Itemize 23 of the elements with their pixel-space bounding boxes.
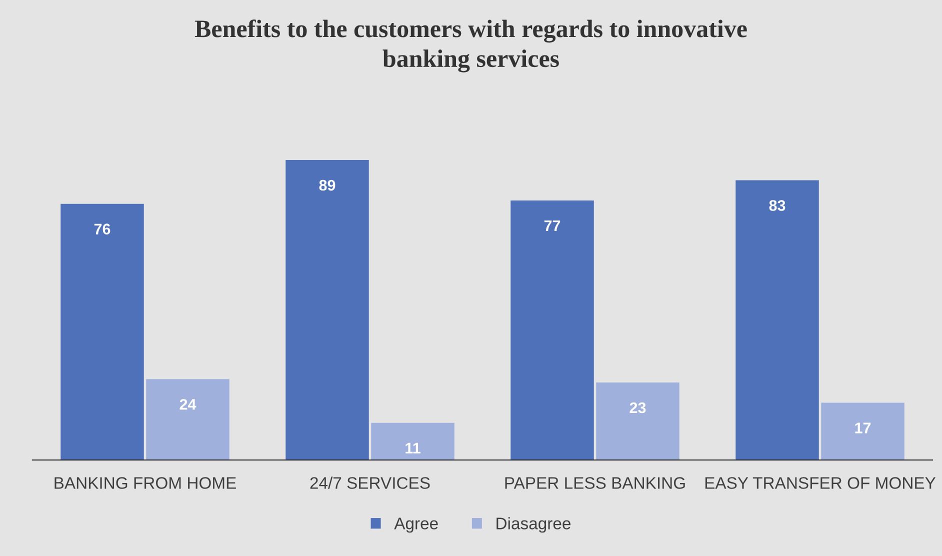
x-tick-label: 24/7 SERVICES bbox=[310, 476, 430, 489]
data-label: 83 bbox=[769, 200, 786, 211]
data-label: 17 bbox=[855, 422, 871, 434]
bar bbox=[510, 200, 594, 460]
data-label: 24 bbox=[180, 398, 196, 410]
x-tick-label: EASY TRANSFER OF MONEY bbox=[705, 477, 936, 489]
data-label: 11 bbox=[406, 442, 420, 454]
legend-label: Agree bbox=[394, 518, 438, 533]
bar bbox=[596, 382, 680, 460]
bar bbox=[736, 180, 819, 460]
bar bbox=[286, 160, 369, 460]
x-tick-label: PAPER LESS BANKING bbox=[505, 477, 685, 489]
x-tick-label: BANKING FROM HOME bbox=[54, 477, 236, 489]
data-label: 76 bbox=[94, 224, 110, 234]
bar bbox=[371, 422, 454, 460]
data-label: 77 bbox=[544, 220, 560, 231]
bar bbox=[146, 379, 230, 460]
bar bbox=[821, 402, 904, 460]
bar bbox=[60, 204, 144, 460]
chart-title: Benefits to the customers with regards to innovative banking services bbox=[194, 19, 747, 72]
data-label: 89 bbox=[319, 180, 336, 191]
data-label: 23 bbox=[630, 402, 646, 414]
legend-label: Diasagree bbox=[496, 517, 570, 533]
